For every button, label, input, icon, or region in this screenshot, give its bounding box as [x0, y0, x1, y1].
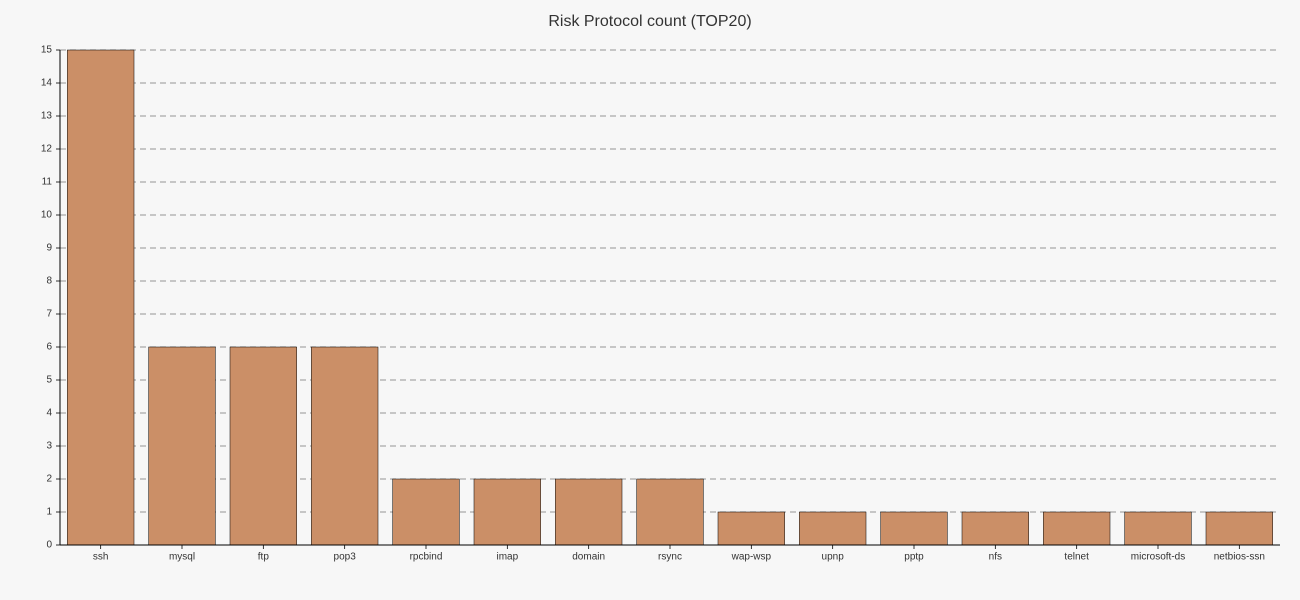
x-tick-label: domain — [572, 551, 605, 562]
y-tick-label: 3 — [46, 441, 52, 452]
y-tick-label: 9 — [46, 243, 52, 254]
bar — [1206, 512, 1273, 545]
y-tick-label: 10 — [41, 210, 53, 221]
y-tick-label: 7 — [46, 309, 52, 320]
x-tick-label: pptp — [904, 551, 924, 562]
x-tick-label: telnet — [1064, 551, 1089, 562]
bar — [230, 347, 297, 545]
x-tick-label: mysql — [169, 551, 195, 562]
y-tick-label: 0 — [46, 540, 52, 551]
y-tick-label: 6 — [46, 342, 52, 353]
x-tick-label: imap — [496, 551, 518, 562]
y-tick-label: 15 — [41, 45, 53, 56]
y-tick-label: 1 — [46, 507, 52, 518]
y-tick-label: 4 — [46, 408, 52, 419]
y-tick-label: 13 — [41, 111, 53, 122]
bar — [393, 479, 460, 545]
bar — [637, 479, 704, 545]
bar — [962, 512, 1029, 545]
x-tick-label: upnp — [822, 551, 845, 562]
x-tick-label: microsoft-ds — [1131, 551, 1185, 562]
bar — [718, 512, 785, 545]
x-tick-label: ssh — [93, 551, 109, 562]
x-tick-label: netbios-ssn — [1214, 551, 1265, 562]
chart-container: 0123456789101112131415sshmysqlftppop3rpc… — [0, 0, 1300, 600]
bar — [474, 479, 541, 545]
x-tick-label: nfs — [989, 551, 1002, 562]
x-tick-label: pop3 — [334, 551, 357, 562]
bar — [149, 347, 216, 545]
bar — [67, 50, 134, 545]
y-tick-label: 2 — [46, 474, 52, 485]
y-tick-label: 14 — [41, 78, 53, 89]
chart-title: Risk Protocol count (TOP20) — [548, 13, 751, 30]
y-tick-label: 11 — [42, 177, 53, 188]
chart-svg: 0123456789101112131415sshmysqlftppop3rpc… — [0, 0, 1300, 600]
y-tick-label: 8 — [46, 276, 52, 287]
bar — [799, 512, 866, 545]
bar — [311, 347, 378, 545]
bar — [1043, 512, 1110, 545]
bar — [1125, 512, 1192, 545]
x-tick-label: ftp — [258, 551, 270, 562]
x-tick-label: wap-wsp — [731, 551, 772, 562]
x-tick-label: rpcbind — [410, 551, 443, 562]
x-tick-label: rsync — [658, 551, 682, 562]
y-tick-label: 5 — [46, 375, 52, 386]
y-tick-label: 12 — [41, 144, 53, 155]
bar — [555, 479, 622, 545]
bar — [881, 512, 948, 545]
